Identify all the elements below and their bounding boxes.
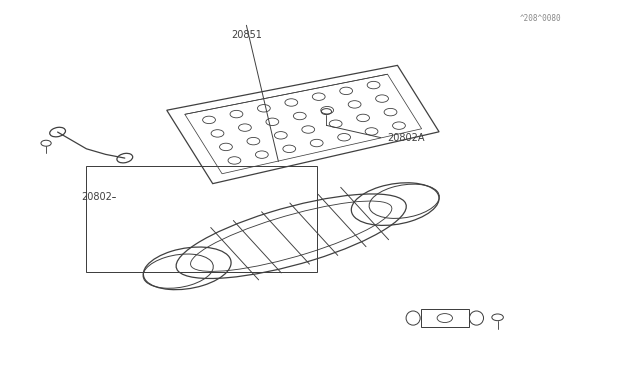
Text: ^208^0080: ^208^0080	[520, 14, 562, 23]
Bar	[86, 166, 317, 272]
Text: 20851: 20851	[231, 30, 262, 40]
Bar	[421, 309, 468, 327]
Text: 20802: 20802	[81, 192, 112, 202]
Text: 20802A: 20802A	[387, 133, 425, 142]
